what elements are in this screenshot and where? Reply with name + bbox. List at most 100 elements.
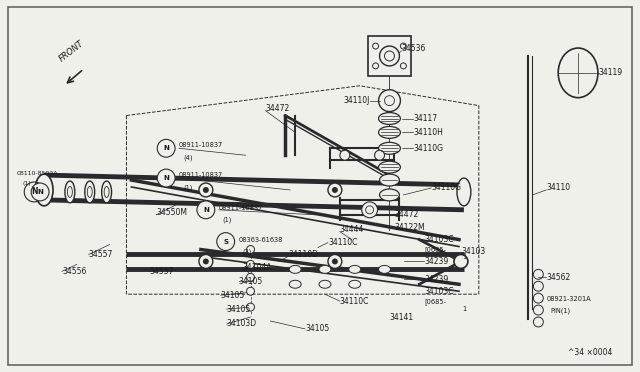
Ellipse shape [349,280,361,288]
Circle shape [340,150,350,160]
Circle shape [380,46,399,66]
Text: 08921-3201A: 08921-3201A [547,296,591,302]
Text: 34103D: 34103D [227,320,257,328]
Circle shape [246,260,255,268]
Ellipse shape [35,174,53,206]
Circle shape [246,246,255,253]
Text: 08363-61638: 08363-61638 [239,237,283,243]
Text: 34105: 34105 [221,291,245,300]
Circle shape [362,202,378,218]
Text: 34141: 34141 [390,312,413,321]
Text: (3): (3) [243,248,252,255]
Circle shape [197,201,215,219]
Text: 34239: 34239 [424,275,449,284]
Circle shape [246,303,255,311]
Text: 08911-10837: 08911-10837 [179,142,223,148]
Text: 34557: 34557 [89,250,113,259]
Text: N: N [163,145,169,151]
Text: N: N [31,187,37,196]
Ellipse shape [457,178,471,206]
Circle shape [199,183,213,197]
Text: 34110G: 34110G [413,144,444,153]
Circle shape [401,43,406,49]
Circle shape [246,287,255,295]
Ellipse shape [380,189,399,201]
Text: (1): (1) [22,180,31,186]
Text: 34557: 34557 [149,267,173,276]
Ellipse shape [319,280,331,288]
Text: 34105: 34105 [239,277,263,286]
Text: 34556: 34556 [62,267,86,276]
Text: S: S [223,238,228,244]
Text: 34105: 34105 [305,324,330,333]
Ellipse shape [558,48,598,98]
Ellipse shape [378,265,390,273]
Text: 34119: 34119 [598,68,622,77]
Circle shape [31,183,49,201]
Circle shape [332,259,338,264]
Ellipse shape [349,265,361,273]
Text: 34110H: 34110H [413,128,443,137]
Ellipse shape [378,142,401,154]
Circle shape [246,273,255,281]
Ellipse shape [289,280,301,288]
Text: 34110J: 34110J [343,96,370,105]
Text: 08911-10837: 08911-10837 [179,172,223,178]
Text: 34122M: 34122M [394,223,425,232]
Text: PIN(1): PIN(1) [550,308,570,314]
Text: [0685-: [0685- [424,246,446,253]
Ellipse shape [378,113,401,125]
Text: 34117: 34117 [413,114,437,123]
Text: 34110D: 34110D [288,250,318,259]
Circle shape [401,63,406,69]
Circle shape [372,63,378,69]
Text: 34103: 34103 [461,247,485,256]
Ellipse shape [378,126,401,138]
Ellipse shape [289,265,301,273]
Circle shape [217,232,235,250]
Circle shape [157,140,175,157]
Circle shape [378,90,401,112]
Circle shape [372,43,378,49]
Text: [0685-: [0685- [424,298,446,305]
Ellipse shape [102,181,111,203]
Circle shape [328,254,342,268]
Ellipse shape [84,181,95,203]
Text: 34550M: 34550M [156,208,188,217]
Text: 34110C: 34110C [328,238,357,247]
Text: 1: 1 [462,306,466,312]
Circle shape [328,183,342,197]
Circle shape [157,169,175,187]
Text: 1: 1 [462,254,466,260]
Text: 08911-10837: 08911-10837 [219,205,263,211]
Text: 08110-8502A: 08110-8502A [16,171,58,176]
Text: ^34 ×0004: ^34 ×0004 [568,348,612,357]
Circle shape [203,187,209,193]
Circle shape [203,259,209,264]
Text: 34444: 34444 [340,225,364,234]
Circle shape [454,254,468,268]
Circle shape [374,150,385,160]
Text: 34110G: 34110G [431,183,461,192]
Text: N: N [37,189,43,195]
Text: 34103C: 34103C [424,235,454,244]
Ellipse shape [378,161,401,173]
Text: 34562: 34562 [547,273,570,282]
Text: (1): (1) [223,217,232,223]
Text: FRONT: FRONT [58,39,86,64]
Text: 34110: 34110 [547,183,570,192]
Text: 34110C: 34110C [340,296,369,306]
Text: 34104A: 34104A [243,263,272,272]
Bar [367,36,412,76]
Text: 34472: 34472 [394,210,419,219]
Ellipse shape [65,181,75,203]
Ellipse shape [380,174,399,186]
Ellipse shape [319,265,331,273]
Text: 34105: 34105 [227,305,251,314]
Text: 34472: 34472 [266,104,290,113]
Text: 34239: 34239 [424,257,449,266]
Circle shape [199,254,213,268]
Text: (1): (1) [183,185,193,191]
Text: N: N [203,207,209,213]
Circle shape [332,187,338,193]
